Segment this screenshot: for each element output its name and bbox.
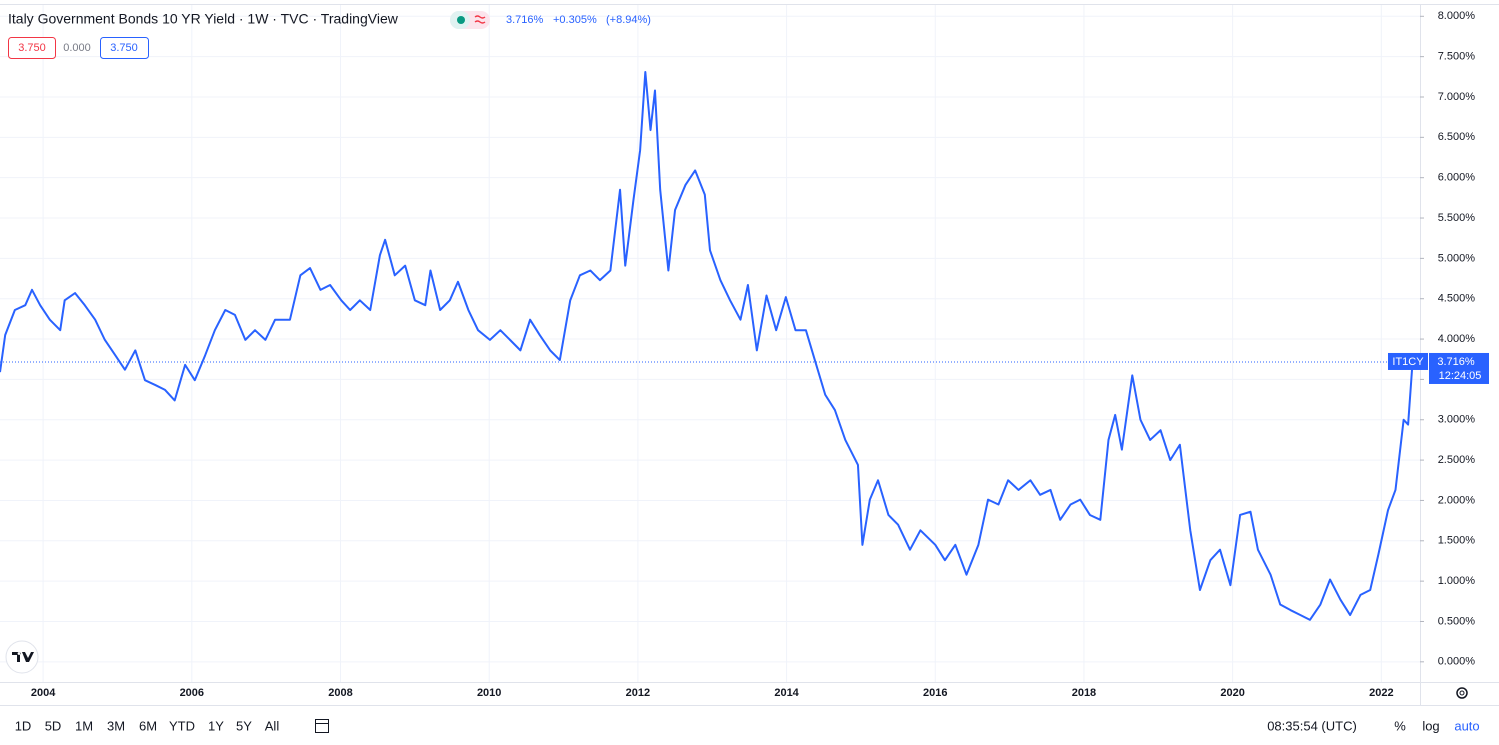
calendar-icon: [315, 719, 329, 733]
x-tick-label: 2010: [477, 687, 501, 699]
price-line: [0, 70, 1414, 621]
range-button[interactable]: 1D: [15, 718, 32, 733]
y-tick-label: 1.500%: [1438, 535, 1476, 547]
delay-icon: [474, 15, 486, 24]
range-button[interactable]: All: [265, 718, 280, 733]
y-tick-label: 4.000%: [1438, 333, 1476, 345]
logo-mark: [12, 652, 34, 662]
logo-circle: [5, 640, 39, 674]
x-tick-label: 2014: [774, 687, 799, 699]
clock: 08:35:54 (UTC): [1267, 718, 1357, 733]
x-tick-label: 2020: [1220, 687, 1244, 699]
market-dot: [457, 16, 465, 24]
scale-option[interactable]: log: [1422, 718, 1439, 733]
x-tick-label: 2022: [1369, 687, 1393, 699]
range-button[interactable]: 5D: [45, 718, 62, 733]
y-tick-label: 4.500%: [1438, 293, 1476, 305]
grid: 0.000% 0.500% 1.000% 1.500% 2.000% 2.500% 3.00…: [0, 5, 1475, 699]
range-button[interactable]: 5Y: [236, 718, 252, 733]
toolbar: 1D 5D 1M 3M 6M YTD 1Y 5Y All 08:35:54 (UTC)% log au…: [15, 718, 1480, 733]
input-value: 0.000: [63, 42, 91, 54]
y-tick-label: 6.000%: [1438, 172, 1476, 184]
plot: IT1CY 3.716% 12:24:05: [0, 70, 1489, 621]
y-tick-label: 0.500%: [1438, 615, 1476, 627]
scale-option[interactable]: auto: [1454, 718, 1479, 733]
y-tick-label: 3.000%: [1438, 414, 1476, 426]
scale-option[interactable]: %: [1394, 718, 1406, 733]
input-value[interactable]: 3.750: [110, 42, 138, 54]
y-tick-label: 5.500%: [1438, 212, 1476, 224]
range-button[interactable]: 1M: [75, 718, 93, 733]
chart-title: Italy Government Bonds 10 YR Yield · 1W …: [8, 11, 399, 27]
y-tick-label: 7.000%: [1438, 91, 1476, 103]
y-tick-label: 5.000%: [1438, 252, 1476, 264]
symbol-tag-label: IT1CY: [1392, 356, 1424, 368]
range-button[interactable]: YTD: [169, 718, 195, 733]
countdown: 12:24:05: [1439, 370, 1482, 382]
input-value[interactable]: 3.750: [18, 42, 46, 54]
range-button[interactable]: 6M: [139, 718, 157, 733]
x-tick-label: 2004: [31, 687, 56, 699]
y-tick-label: 0.000%: [1438, 656, 1476, 668]
price-tag: [1429, 352, 1489, 384]
tv-logo[interactable]: [5, 640, 39, 674]
price-tag-label: 3.716%: [1437, 356, 1475, 368]
y-tick-label: 8.000%: [1438, 10, 1476, 22]
change-percent: (+8.94%): [606, 14, 651, 26]
gear-hub: [1459, 690, 1465, 696]
input-box[interactable]: [100, 37, 149, 59]
x-tick-label: 2018: [1072, 687, 1096, 699]
input-box[interactable]: [8, 37, 56, 59]
range-button[interactable]: 3M: [107, 718, 125, 733]
settings-icon[interactable]: [1456, 687, 1468, 699]
range-button[interactable]: 1Y: [208, 718, 224, 733]
y-tick-label: 7.500%: [1438, 51, 1476, 63]
compare-icon[interactable]: [315, 719, 329, 733]
y-tick-label: 6.500%: [1438, 131, 1476, 143]
y-tick-label: 2.500%: [1438, 454, 1476, 466]
x-tick-label: 2008: [328, 687, 352, 699]
gear: [1456, 687, 1468, 699]
y-tick-label: 1.000%: [1438, 575, 1476, 587]
change: +0.305%: [553, 14, 597, 26]
symbol-tag: [1388, 352, 1428, 370]
last-value: 3.716%: [506, 14, 544, 26]
x-tick-label: 2006: [180, 687, 204, 699]
y-tick-label: 2.000%: [1438, 494, 1476, 506]
x-tick-label: 2016: [923, 687, 947, 699]
x-tick-label: 2012: [626, 687, 650, 699]
